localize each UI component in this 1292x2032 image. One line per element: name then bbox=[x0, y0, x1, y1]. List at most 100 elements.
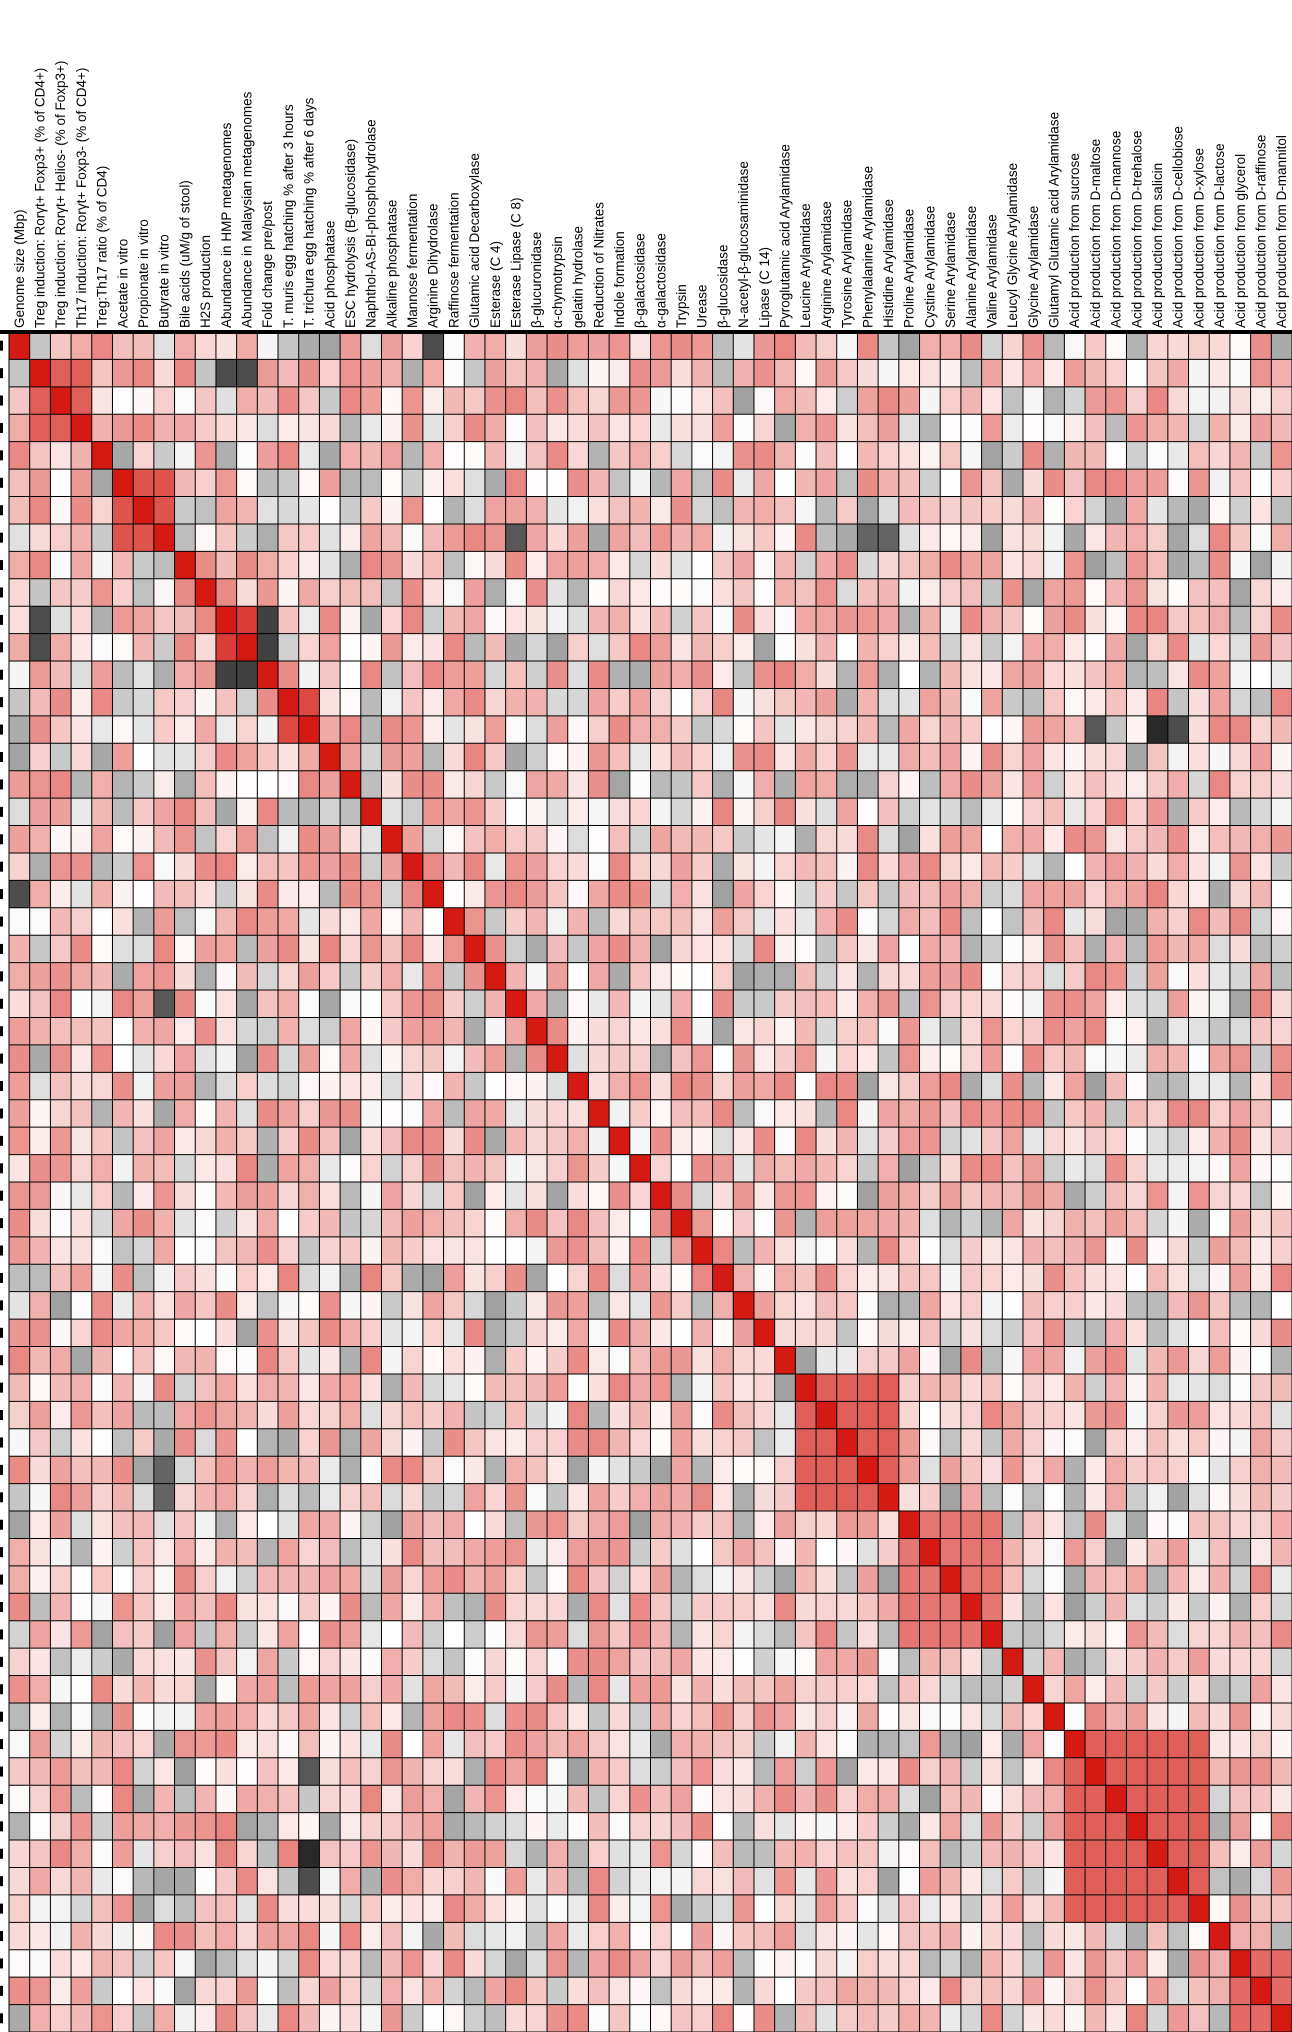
heatmap-cell bbox=[50, 1209, 72, 1238]
heatmap-cell bbox=[464, 1044, 486, 1073]
heatmap-cell bbox=[753, 661, 775, 689]
heatmap-cell bbox=[9, 386, 30, 415]
heatmap-cell bbox=[1022, 496, 1044, 525]
heatmap-cell bbox=[215, 770, 237, 799]
heatmap-cell bbox=[733, 1182, 755, 1210]
heatmap-cell bbox=[50, 523, 72, 552]
heatmap-cell bbox=[133, 1044, 155, 1073]
heatmap-cell bbox=[629, 1538, 651, 1567]
heatmap-cell bbox=[733, 1456, 755, 1484]
heatmap-cell bbox=[1250, 935, 1272, 963]
heatmap-cell bbox=[236, 414, 258, 442]
heatmap-cell bbox=[402, 606, 424, 634]
heatmap-cell bbox=[898, 1319, 920, 1347]
heatmap-cell bbox=[402, 1182, 424, 1210]
heatmap-cell bbox=[1064, 633, 1086, 662]
heatmap-cell bbox=[1250, 1428, 1272, 1457]
heatmap-cell bbox=[1126, 1894, 1148, 1923]
heatmap-cell bbox=[547, 1675, 569, 1704]
heatmap-cell bbox=[153, 1922, 175, 1951]
heatmap-cell bbox=[753, 578, 775, 607]
heatmap-cell bbox=[71, 1565, 93, 1594]
heatmap-cell bbox=[960, 715, 982, 744]
heatmap-cell bbox=[898, 1785, 920, 1813]
heatmap-cell bbox=[650, 1209, 672, 1238]
heatmap-cell bbox=[402, 688, 424, 717]
row-label-stub bbox=[0, 395, 3, 406]
heatmap-cell bbox=[381, 1511, 403, 1539]
heatmap-cell bbox=[319, 907, 341, 936]
heatmap-cell bbox=[422, 1127, 444, 1155]
heatmap-cell bbox=[319, 1702, 341, 1731]
heatmap-cell bbox=[50, 852, 72, 881]
heatmap-cell bbox=[857, 578, 879, 607]
heatmap-cell bbox=[650, 1949, 672, 1978]
heatmap-cell bbox=[567, 935, 589, 963]
heatmap-cell bbox=[1002, 743, 1024, 772]
heatmap-cell bbox=[1147, 935, 1169, 963]
heatmap-cell bbox=[712, 962, 734, 991]
heatmap-cell bbox=[1002, 715, 1024, 744]
heatmap-cell bbox=[319, 1840, 341, 1868]
column-label: Proline Arylamidase bbox=[902, 209, 917, 328]
heatmap-cell bbox=[1271, 1182, 1292, 1210]
heatmap-cell bbox=[878, 743, 900, 772]
heatmap-cell bbox=[671, 551, 693, 580]
heatmap-cell bbox=[691, 935, 713, 963]
heatmap-cell bbox=[712, 469, 734, 497]
heatmap-cell bbox=[422, 688, 444, 717]
heatmap-cell bbox=[981, 1538, 1003, 1567]
heatmap-cell bbox=[340, 1648, 362, 1676]
heatmap-cell bbox=[712, 1593, 734, 1622]
heatmap-cell bbox=[857, 825, 879, 854]
heatmap-cell bbox=[257, 1346, 279, 1375]
heatmap-cell bbox=[588, 1977, 610, 2005]
heatmap-cell bbox=[1126, 1182, 1148, 1210]
heatmap-cell bbox=[195, 1017, 217, 1046]
heatmap-cell bbox=[50, 1620, 72, 1649]
heatmap-cell bbox=[1147, 1565, 1169, 1594]
heatmap-cell bbox=[9, 880, 30, 909]
heatmap-cell bbox=[650, 1182, 672, 1210]
heatmap-cell bbox=[9, 1428, 30, 1457]
heatmap-cell bbox=[836, 1291, 858, 1320]
heatmap-cell bbox=[402, 990, 424, 1018]
heatmap-cell bbox=[484, 1949, 506, 1978]
heatmap-cell bbox=[50, 715, 72, 744]
heatmap-cell bbox=[360, 1702, 382, 1731]
heatmap-cell bbox=[1167, 1182, 1189, 1210]
row-label-stub bbox=[0, 1876, 3, 1887]
heatmap-cell bbox=[1188, 1209, 1210, 1238]
heatmap-cell bbox=[1126, 1977, 1148, 2005]
heatmap-cell bbox=[174, 2004, 196, 2032]
heatmap-cell bbox=[588, 441, 610, 470]
heatmap-cell bbox=[1002, 962, 1024, 991]
heatmap-cell bbox=[381, 386, 403, 415]
heatmap-cell bbox=[1126, 1730, 1148, 1759]
heatmap-cell bbox=[112, 1565, 134, 1594]
heatmap-cell bbox=[1002, 633, 1024, 662]
heatmap-cell bbox=[1167, 332, 1189, 360]
heatmap-cell bbox=[816, 386, 838, 415]
heatmap-cell bbox=[1188, 935, 1210, 963]
heatmap-cell bbox=[112, 1017, 134, 1046]
heatmap-cell bbox=[319, 469, 341, 497]
heatmap-cell bbox=[712, 1236, 734, 1265]
column-label: Acid production from D-trehalose bbox=[1129, 131, 1144, 328]
heatmap-cell bbox=[236, 1291, 258, 1320]
heatmap-cell bbox=[588, 1483, 610, 1512]
heatmap-cell bbox=[505, 1264, 527, 1292]
heatmap-cell bbox=[878, 1620, 900, 1649]
heatmap-cell bbox=[567, 1072, 589, 1101]
heatmap-cell bbox=[981, 798, 1003, 826]
heatmap-cell bbox=[857, 1154, 879, 1183]
heatmap-cell bbox=[464, 880, 486, 909]
heatmap-cell bbox=[236, 2004, 258, 2032]
heatmap-cell bbox=[588, 743, 610, 772]
heatmap-cell bbox=[484, 1209, 506, 1238]
heatmap-cell bbox=[1209, 523, 1231, 552]
heatmap-cell bbox=[1209, 414, 1231, 442]
heatmap-cell bbox=[609, 743, 631, 772]
heatmap-cell bbox=[567, 633, 589, 662]
heatmap-cell bbox=[9, 606, 30, 634]
